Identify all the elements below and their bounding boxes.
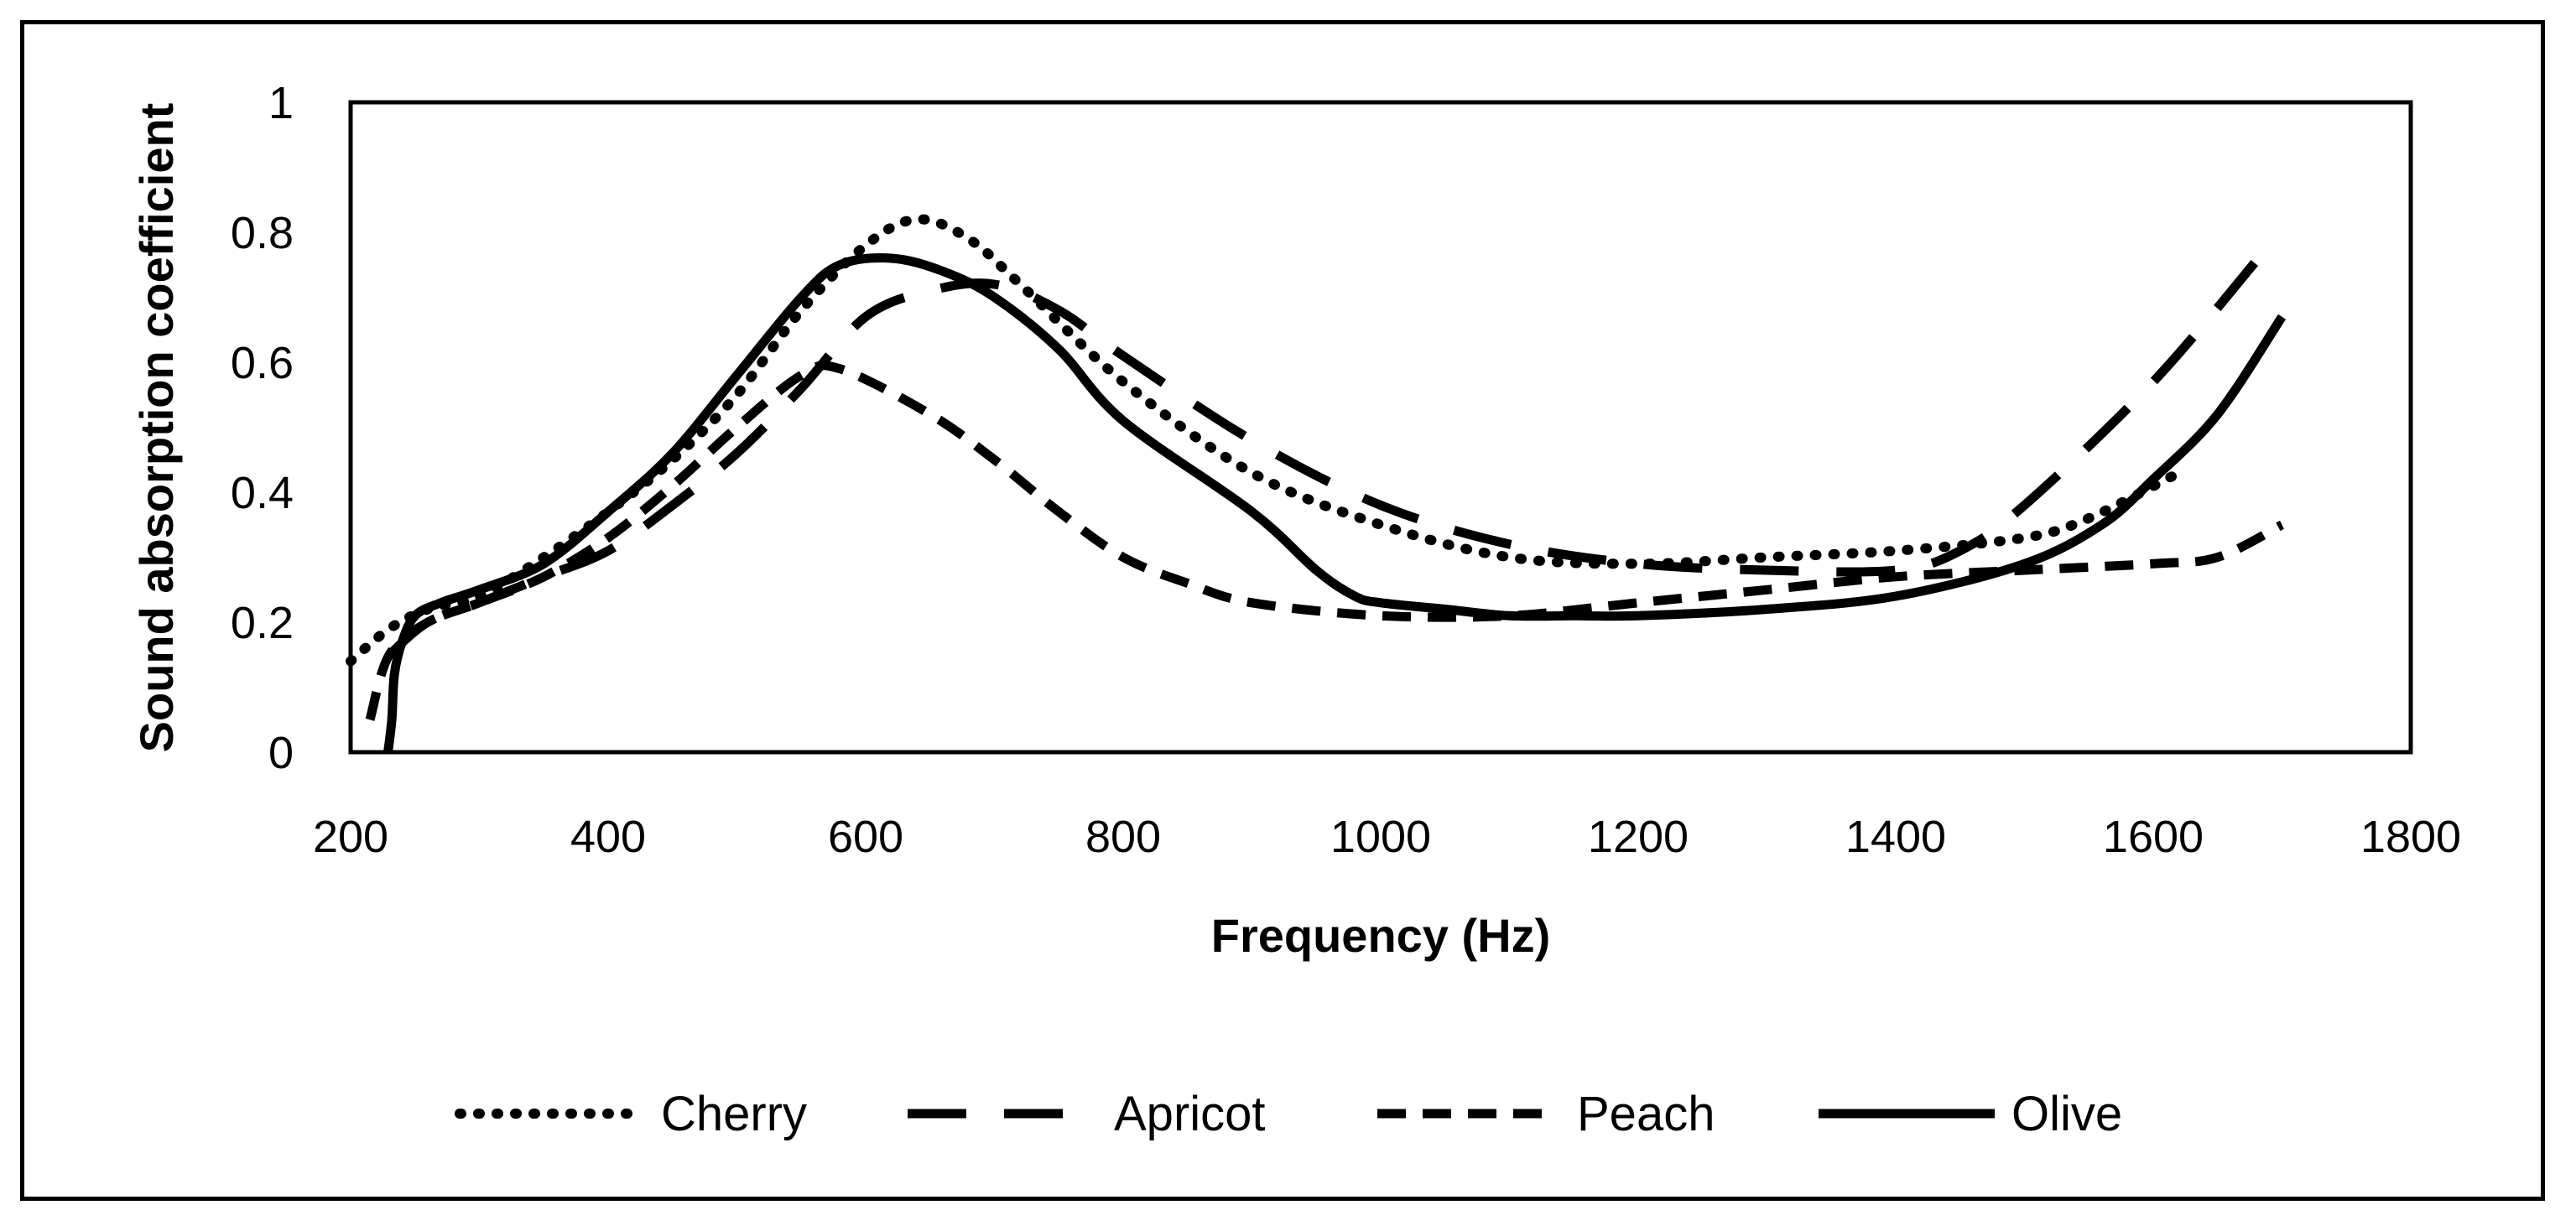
legend-item-peach: Peach <box>1377 1087 1715 1141</box>
y-tick-label: 0 <box>268 728 294 778</box>
y-tick-label: 0.4 <box>231 468 294 518</box>
legend-label-cherry: Cherry <box>661 1087 807 1141</box>
series-line-olive <box>383 253 2287 753</box>
series-line-apricot <box>386 242 2273 658</box>
chart-frame <box>20 20 2545 1201</box>
x-tick-label: 1600 <box>2103 812 2204 862</box>
legend-item-olive: Olive <box>1819 1087 2122 1141</box>
legend-item-cherry: Cherry <box>455 1087 807 1141</box>
y-tick-label: 0.8 <box>231 208 294 258</box>
y-tick-label: 0.2 <box>231 598 294 648</box>
legend-label-olive: Olive <box>2011 1087 2122 1141</box>
x-tick-label: 1000 <box>1330 812 1431 862</box>
x-tick-label: 800 <box>1085 812 1161 862</box>
x-axis-title: Frequency (Hz) <box>1211 909 1551 962</box>
series-line-cherry <box>346 214 2184 667</box>
y-tick-label: 0.6 <box>231 338 294 388</box>
series-line-peach <box>365 361 2285 721</box>
x-tick-label: 600 <box>828 812 903 862</box>
x-tick-label: 200 <box>313 812 388 862</box>
x-tick-label: 1200 <box>1588 812 1689 862</box>
legend: Cherry Apricot Peach Olive <box>455 1087 2122 1141</box>
x-tick-label: 1800 <box>2360 812 2461 862</box>
plot-area-border <box>348 100 2413 755</box>
y-axis-title: Sound absorption coefficient <box>130 103 183 753</box>
x-tick-label: 400 <box>570 812 646 862</box>
x-tick-labels: 200 400 600 800 1000 1200 1400 1600 1800 <box>313 812 2461 862</box>
y-tick-label: 1 <box>268 78 294 128</box>
series-layer <box>346 214 2287 753</box>
x-tick-label: 1400 <box>1845 812 1946 862</box>
legend-item-apricot: Apricot <box>908 1087 1266 1141</box>
y-tick-labels: 0 0.2 0.4 0.6 0.8 1 <box>231 78 294 778</box>
legend-label-apricot: Apricot <box>1114 1087 1266 1141</box>
legend-label-peach: Peach <box>1577 1087 1715 1141</box>
